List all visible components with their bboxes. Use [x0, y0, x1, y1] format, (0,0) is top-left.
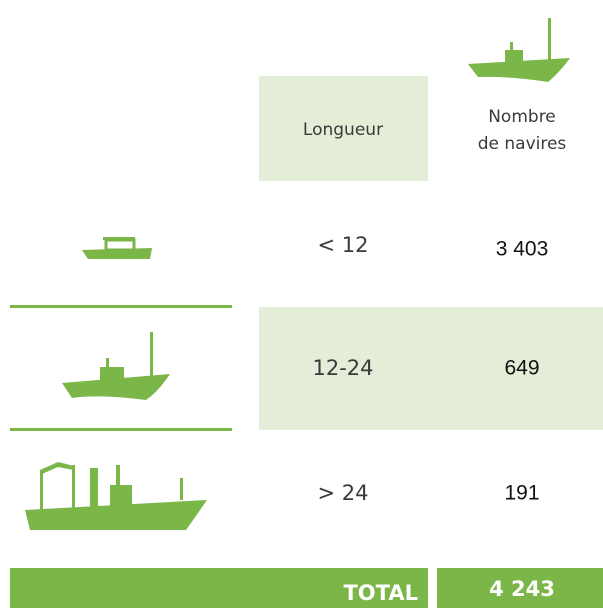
small-boat-icon [82, 237, 152, 259]
separator [10, 428, 232, 431]
header-length: Longueur [303, 120, 383, 140]
large-ship-icon [25, 462, 207, 530]
total-label: TOTAL [343, 581, 418, 605]
length: > 24 [318, 481, 369, 505]
trawler-icon [62, 332, 170, 400]
total-value-bar [437, 568, 603, 608]
length: < 12 [318, 233, 369, 257]
total-bar [10, 568, 428, 608]
row-highlight [259, 307, 603, 430]
header-count: de navires [478, 134, 567, 154]
count: 649 [504, 357, 539, 380]
header-ship-icon [468, 18, 570, 82]
total-value: 4 243 [489, 577, 555, 601]
count: 3 403 [496, 238, 549, 261]
count: 191 [504, 482, 539, 505]
header-count: Nombre [488, 107, 556, 127]
header-cell [259, 76, 428, 181]
separator [10, 305, 232, 308]
length: 12-24 [312, 356, 373, 380]
